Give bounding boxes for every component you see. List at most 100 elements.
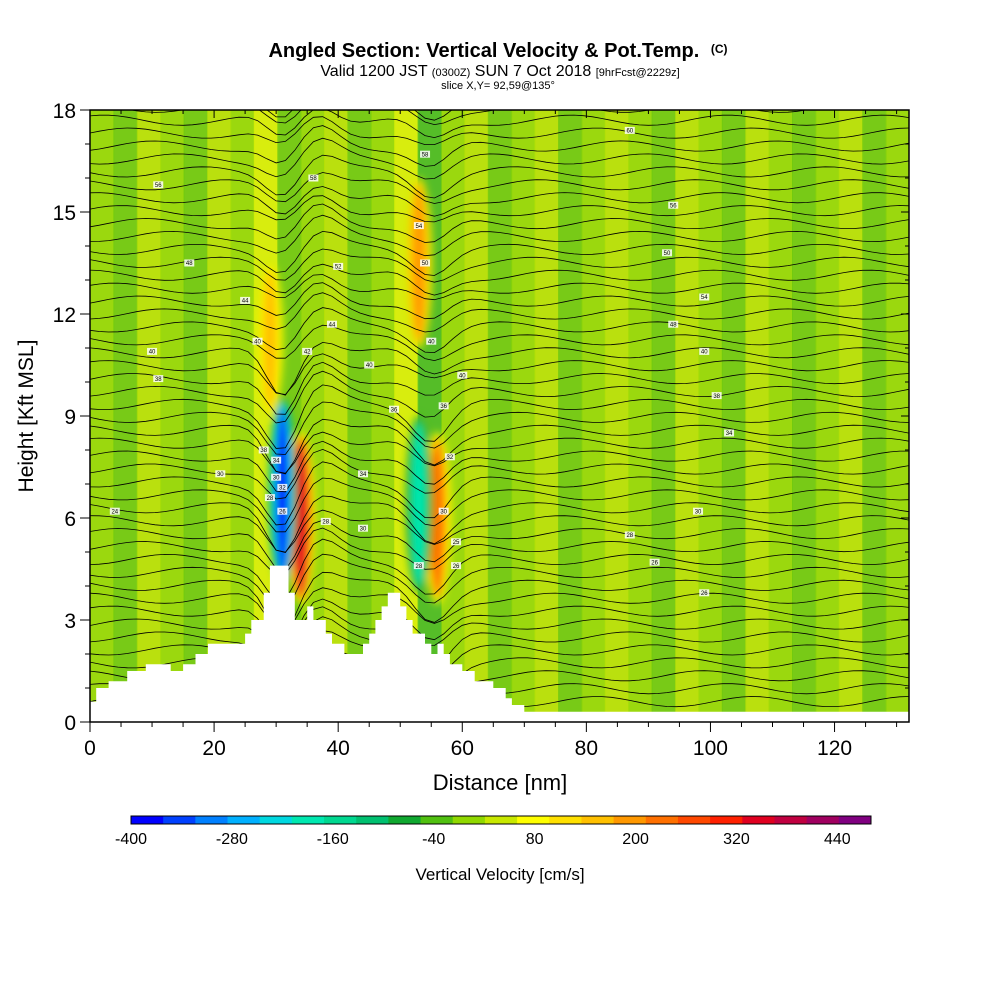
contour-label: 44: [240, 296, 251, 305]
contour-label-text: 44: [242, 299, 249, 305]
colorbar-swatch: [613, 816, 647, 824]
y-tick-label: 6: [64, 508, 76, 531]
colorbar-swatch: [227, 816, 261, 824]
colorbar-swatch: [774, 816, 808, 824]
downdraft-core: [276, 408, 288, 577]
updraft-core: [295, 441, 307, 595]
isentrope: [90, 477, 909, 533]
contour-label-text: 30: [695, 509, 702, 515]
contour-label: 34: [271, 456, 282, 464]
isentrope: [90, 195, 909, 223]
contour-label: 48: [668, 320, 679, 328]
contour-label-bg: [457, 371, 468, 379]
colorbar-tick-label: -160: [317, 831, 349, 848]
field-band: [183, 110, 208, 722]
colorbar-swatch: [356, 816, 389, 824]
downdraft-core: [413, 424, 425, 584]
contour-label-bg: [711, 392, 722, 400]
contour-label-bg: [320, 517, 331, 525]
contour-label-bg: [413, 562, 424, 570]
contour-label-bg: [724, 429, 735, 437]
colorbar-tick-label: 80: [526, 831, 544, 848]
contour-label-text: 40: [459, 373, 466, 379]
contour-label-bg: [426, 337, 437, 345]
x-tick-label: 0: [84, 737, 96, 760]
contour-label-bg: [649, 558, 660, 566]
contour-label: 28: [320, 517, 331, 526]
colorbar-tick-label: 440: [824, 831, 851, 848]
contour-label-text: 40: [149, 350, 156, 356]
chart-title: Angled Section: Vertical Velocity & Pot.…: [268, 40, 727, 62]
contour-label: 36: [438, 402, 449, 410]
contour-label: 40: [426, 337, 437, 345]
contour-label-text: 34: [273, 458, 280, 464]
isentrope: [90, 324, 909, 362]
isentrope: [90, 519, 909, 571]
contour-label-text: 38: [713, 394, 720, 400]
contour-label-bg: [308, 174, 319, 182]
isentrope: [90, 431, 909, 474]
contour-label: 26: [451, 562, 462, 570]
isentrope: [90, 461, 909, 526]
contour-label-bg: [451, 562, 462, 570]
isentrope: [90, 214, 909, 257]
contour-label-text: 58: [310, 176, 317, 182]
contour-label-bg: [693, 507, 704, 515]
plot-area: 60 58 58 56 56 54 48 52 50 50 44 54 44 48 40 40 42 40 40 40…: [90, 110, 909, 722]
isentrope: [90, 616, 909, 678]
colorbar-swatch: [581, 816, 615, 824]
contour-label: 34: [358, 470, 368, 478]
contour-label-bg: [668, 201, 679, 209]
contour-label: 30: [358, 524, 368, 532]
isentrope: [90, 370, 909, 424]
contour-label: 30: [215, 470, 226, 478]
colorbar-tick-label: 320: [723, 831, 750, 848]
contour-label-text: 32: [279, 486, 286, 492]
colorbar-swatch: [259, 816, 293, 824]
colorbar-swatch: [163, 816, 196, 824]
x-axis-label: Distance [nm]: [433, 770, 568, 795]
isentrope: [90, 203, 909, 243]
contour-label-text: 36: [391, 407, 398, 413]
x-tick-label: 120: [817, 737, 852, 760]
colorbar-swatch: [517, 816, 550, 824]
colorbar-swatch: [324, 816, 357, 824]
isentrope: [90, 495, 909, 553]
contour-label-text: 30: [273, 475, 280, 481]
isentrope: [90, 440, 909, 493]
contour-label-text: 30: [440, 509, 447, 515]
contour-label-bg: [271, 456, 282, 464]
contour-label-bg: [153, 181, 164, 189]
colorbar-label: Vertical Velocity [cm/s]: [415, 865, 584, 884]
contour-label: 32: [277, 483, 288, 492]
isentrope: [90, 401, 909, 455]
contour-label-text: 54: [415, 224, 422, 230]
contour-label: 52: [333, 262, 344, 271]
contour-label-bg: [302, 347, 313, 355]
contour-label-bg: [413, 222, 424, 230]
contour-label: 32: [444, 453, 455, 461]
colorbar-swatch: [677, 816, 711, 824]
isentrope: [90, 172, 909, 204]
contour-label: 34: [724, 429, 735, 437]
contour-label-bg: [153, 375, 164, 383]
isentrope: [90, 154, 909, 199]
contour-label: 24: [109, 507, 120, 515]
contour-label: 40: [457, 371, 468, 379]
colorbar-swatch: [131, 816, 164, 824]
forecast-tag: [9hrFcst@2229z]: [596, 67, 680, 79]
x-tick-label: 80: [575, 737, 598, 760]
contour-label-text: 26: [651, 560, 658, 566]
contour-label-text: 34: [726, 431, 733, 437]
contour-label-text: 28: [267, 496, 274, 502]
contour-label-text: 28: [322, 520, 329, 526]
isentrope: [90, 248, 909, 283]
velocity-field-features: [255, 176, 452, 605]
isentrope: [90, 553, 909, 610]
contour-label-bg: [438, 402, 449, 410]
contour-label: 58: [308, 174, 319, 182]
contour-label: 28: [413, 562, 424, 570]
isentrope: [90, 418, 909, 475]
colorbar-tick-label: -400: [115, 831, 147, 848]
